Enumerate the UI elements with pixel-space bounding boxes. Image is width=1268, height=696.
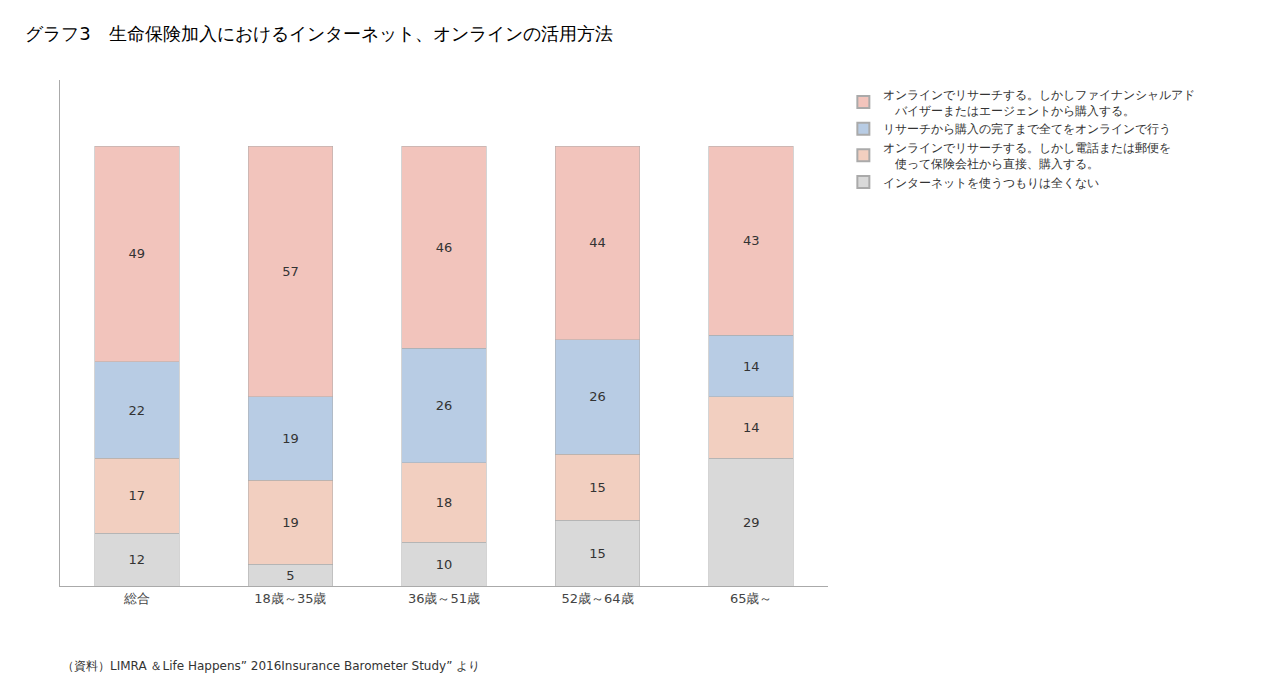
svg-text:18歳～35歳: 18歳～35歳: [254, 591, 326, 606]
svg-text:14: 14: [743, 420, 760, 435]
svg-text:36歳～51歳: 36歳～51歳: [408, 591, 480, 606]
svg-text:グラフ3 生命保険加入におけるインターネット、オンラインの活: グラフ3 生命保険加入におけるインターネット、オンラインの活用方法: [25, 23, 612, 44]
svg-text:19: 19: [282, 515, 299, 530]
svg-text:57: 57: [282, 264, 299, 279]
svg-text:46: 46: [436, 240, 453, 255]
svg-text:52歳～64歳: 52歳～64歳: [562, 591, 634, 606]
svg-text:14: 14: [743, 359, 760, 374]
svg-text:5: 5: [286, 568, 294, 583]
svg-text:22: 22: [129, 403, 146, 418]
svg-text:26: 26: [436, 398, 453, 413]
svg-text:65歳～: 65歳～: [730, 591, 773, 606]
svg-text:インターネットを使うつもりは全くない: インターネットを使うつもりは全くない: [883, 176, 1099, 190]
svg-text:15: 15: [589, 480, 606, 495]
svg-text:29: 29: [743, 515, 760, 530]
svg-text:44: 44: [589, 235, 606, 250]
svg-text:リサーチから購入の完了まで全てをオンラインで行う: リサーチから購入の完了まで全てをオンラインで行う: [883, 122, 1171, 136]
svg-text:18: 18: [436, 495, 453, 510]
svg-text:12: 12: [129, 552, 146, 567]
svg-text:49: 49: [129, 246, 146, 261]
svg-text:17: 17: [129, 488, 146, 503]
svg-text:オンラインでリサーチする。しかしファイナンシャルアド バイザ: オンラインでリサーチする。しかしファイナンシャルアド バイザーまたはエージェント…: [883, 88, 1195, 118]
svg-text:総合: 総合: [123, 591, 150, 606]
svg-text:26: 26: [589, 389, 606, 404]
svg-text:オンラインでリサーチする。しかし電話または郵便を 使って保険: オンラインでリサーチする。しかし電話または郵便を 使って保険会社から直接、購入す…: [883, 141, 1171, 171]
svg-text:10: 10: [436, 557, 453, 572]
svg-text:（資料）LIMRA ＆Life Happens” 2016I: （資料）LIMRA ＆Life Happens” 2016Insurance B…: [62, 659, 480, 673]
svg-text:15: 15: [589, 546, 606, 561]
svg-text:43: 43: [743, 233, 760, 248]
svg-text:19: 19: [282, 431, 299, 446]
